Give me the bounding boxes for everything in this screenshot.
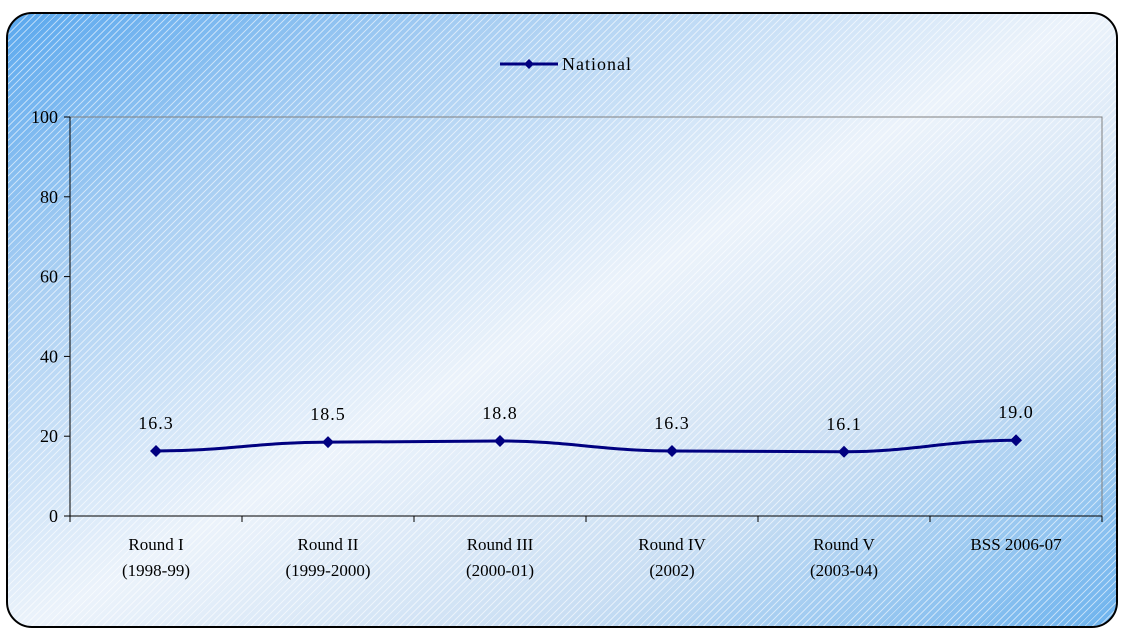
legend-label: National	[562, 54, 632, 74]
x-tick-label: Round V	[813, 535, 875, 554]
data-point	[322, 436, 334, 449]
y-tick-label: 100	[31, 107, 58, 127]
x-tick-label: Round IV	[638, 535, 706, 554]
x-tick-label: (2003-04)	[810, 561, 878, 580]
y-tick-label: 80	[40, 187, 58, 207]
y-tick-label: 60	[40, 267, 58, 287]
x-tick-label: (2000-01)	[466, 561, 534, 580]
y-tick-label: 0	[49, 506, 58, 526]
x-tick-label: Round I	[128, 535, 184, 554]
legend: National	[500, 54, 632, 74]
series-national	[150, 434, 1022, 458]
data-label: 18.8	[482, 403, 518, 423]
data-point	[666, 444, 678, 457]
data-labels: 16.3 18.5 18.8 16.3 16.1 19.0	[138, 402, 1034, 434]
plot-area	[69, 116, 1103, 517]
y-axis: 0 20 40 60 80 100	[31, 107, 71, 526]
legend-marker	[524, 59, 534, 69]
chart-frame	[6, 12, 1118, 628]
data-label: 18.5	[310, 404, 346, 424]
data-label: 16.3	[138, 413, 174, 433]
data-point	[150, 444, 162, 457]
x-tick-label: (1999-2000)	[286, 561, 371, 580]
x-tick-label: BSS 2006-07	[970, 535, 1062, 554]
data-point	[494, 434, 506, 447]
x-tick-label: (1998-99)	[122, 561, 190, 580]
y-tick-label: 20	[40, 426, 58, 446]
data-label: 16.1	[826, 414, 862, 434]
data-point	[1010, 434, 1022, 447]
x-axis: Round I (1998-99) Round II (1999-2000) Round…	[69, 515, 1103, 580]
data-label: 16.3	[654, 413, 690, 433]
plot-border	[69, 116, 1103, 517]
y-tick-label: 40	[40, 346, 58, 366]
x-tick-label: Round III	[467, 535, 534, 554]
data-point	[838, 445, 850, 458]
data-label: 19.0	[998, 402, 1034, 422]
series-line	[155, 438, 1017, 454]
x-tick-label: (2002)	[649, 561, 694, 580]
x-tick-label: Round II	[298, 535, 359, 554]
